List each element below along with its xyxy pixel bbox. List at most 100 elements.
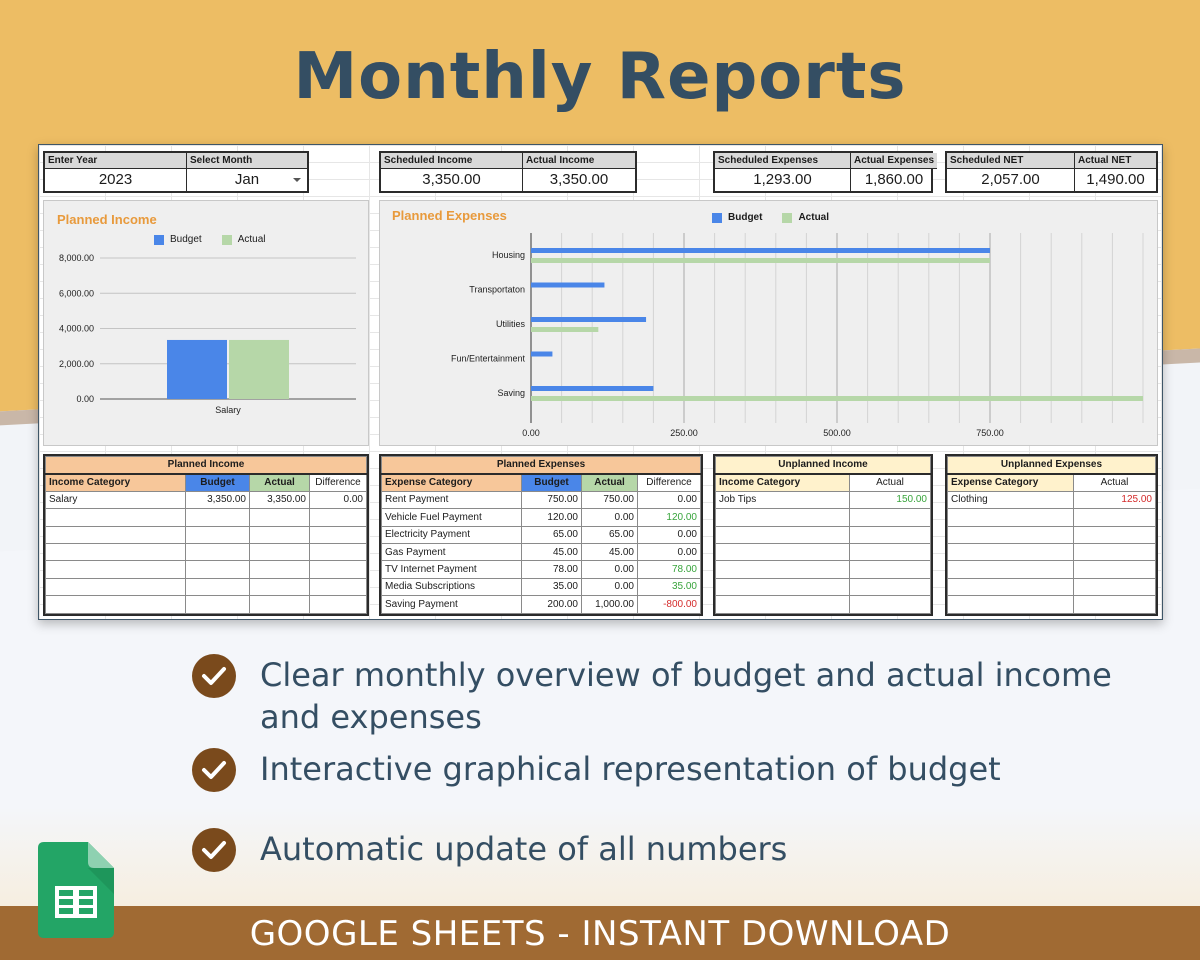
table-cell[interactable]: Job Tips: [715, 490, 850, 510]
table-cell[interactable]: 200.00: [521, 595, 582, 614]
empty-cell[interactable]: [715, 577, 850, 597]
empty-cell[interactable]: [309, 577, 367, 597]
table-cell[interactable]: 750.00: [521, 490, 582, 510]
table-cell[interactable]: 150.00: [849, 490, 931, 510]
x-tick-label: 250.00: [670, 428, 698, 438]
empty-cell[interactable]: [309, 525, 367, 544]
table-cell[interactable]: 0.00: [581, 560, 638, 579]
empty-cell[interactable]: [1073, 560, 1156, 579]
unplanned-expenses-table: Unplanned Expenses Expense Category Actua…: [945, 454, 1158, 616]
empty-cell[interactable]: [1073, 525, 1156, 544]
empty-cell[interactable]: [45, 577, 186, 597]
table-cell[interactable]: Vehicle Fuel Payment: [381, 508, 522, 527]
empty-cell[interactable]: [45, 560, 186, 579]
empty-cell[interactable]: [249, 542, 310, 562]
table-cell[interactable]: 1,000.00: [581, 595, 638, 614]
table-cell[interactable]: 45.00: [581, 542, 638, 562]
empty-cell[interactable]: [45, 595, 186, 614]
table-cell[interactable]: 3,350.00: [185, 490, 250, 510]
table-cell[interactable]: Electricity Payment: [381, 525, 522, 544]
scheduled-expenses-label: Scheduled Expenses: [715, 153, 850, 169]
empty-cell[interactable]: [849, 577, 931, 597]
empty-cell[interactable]: [1073, 595, 1156, 614]
empty-cell[interactable]: [947, 560, 1074, 579]
table-cell[interactable]: 120.00: [637, 508, 701, 527]
empty-cell[interactable]: [947, 542, 1074, 562]
table-cell[interactable]: 45.00: [521, 542, 582, 562]
table-cell[interactable]: -800.00: [637, 595, 701, 614]
empty-cell[interactable]: [849, 560, 931, 579]
empty-cell[interactable]: [185, 560, 250, 579]
empty-cell[interactable]: [947, 525, 1074, 544]
table-cell[interactable]: Media Subscriptions: [381, 577, 522, 597]
table-cell[interactable]: TV Internet Payment: [381, 560, 522, 579]
table-cell[interactable]: 0.00: [637, 490, 701, 510]
empty-cell[interactable]: [947, 508, 1074, 527]
empty-cell[interactable]: [309, 560, 367, 579]
table-cell[interactable]: 125.00: [1073, 490, 1156, 510]
spreadsheet-screenshot: Enter Year 2023 Select Month Jan Schedul…: [38, 144, 1163, 620]
empty-cell[interactable]: [45, 542, 186, 562]
table-cell[interactable]: 65.00: [581, 525, 638, 544]
empty-cell[interactable]: [185, 595, 250, 614]
empty-cell[interactable]: [249, 525, 310, 544]
empty-cell[interactable]: [185, 508, 250, 527]
empty-cell[interactable]: [45, 525, 186, 544]
empty-cell[interactable]: [947, 577, 1074, 597]
empty-cell[interactable]: [849, 508, 931, 527]
table-cell[interactable]: Salary: [45, 490, 186, 510]
empty-cell[interactable]: [715, 560, 850, 579]
table-cell[interactable]: 750.00: [581, 490, 638, 510]
select-month-dropdown[interactable]: Jan: [187, 169, 307, 191]
empty-cell[interactable]: [1073, 577, 1156, 597]
table-row: Electricity Payment 65.00 65.00 0.00: [381, 525, 701, 544]
table-cell[interactable]: 65.00: [521, 525, 582, 544]
empty-cell[interactable]: [185, 525, 250, 544]
table-cell[interactable]: Rent Payment: [381, 490, 522, 510]
empty-cell[interactable]: [45, 508, 186, 527]
table-cell[interactable]: 0.00: [581, 508, 638, 527]
empty-cell[interactable]: [185, 577, 250, 597]
empty-cell[interactable]: [849, 525, 931, 544]
empty-cell[interactable]: [249, 595, 310, 614]
bar-actual: [229, 339, 289, 399]
column-header: Actual: [1073, 473, 1156, 492]
empty-cell[interactable]: [1073, 508, 1156, 527]
empty-cell[interactable]: [947, 595, 1074, 614]
empty-cell[interactable]: [849, 595, 931, 614]
table-cell[interactable]: 0.00: [581, 577, 638, 597]
empty-cell[interactable]: [309, 508, 367, 527]
empty-cell[interactable]: [249, 577, 310, 597]
table-row: Clothing 125.00: [947, 490, 1156, 510]
empty-cell[interactable]: [715, 542, 850, 562]
table-cell[interactable]: 0.00: [309, 490, 367, 510]
table-cell[interactable]: 120.00: [521, 508, 582, 527]
empty-cell[interactable]: [715, 508, 850, 527]
legend-budget-swatch: [154, 234, 164, 245]
empty-cell[interactable]: [309, 542, 367, 562]
table-cell[interactable]: 78.00: [521, 560, 582, 579]
table-cell[interactable]: 0.00: [637, 525, 701, 544]
empty-cell[interactable]: [249, 508, 310, 527]
table-cell[interactable]: 78.00: [637, 560, 701, 579]
table-cell[interactable]: 35.00: [637, 577, 701, 597]
x-tick-label: 750.00: [976, 428, 1004, 438]
empty-cell[interactable]: [309, 595, 367, 614]
table-cell[interactable]: Gas Payment: [381, 542, 522, 562]
table-cell[interactable]: Saving Payment: [381, 595, 522, 614]
table-cell[interactable]: Clothing: [947, 490, 1074, 510]
empty-cell[interactable]: [715, 525, 850, 544]
table-cell[interactable]: 3,350.00: [249, 490, 310, 510]
empty-cell[interactable]: [185, 542, 250, 562]
table-row: Media Subscriptions 35.00 0.00 35.00: [381, 577, 701, 597]
enter-year-input[interactable]: 2023: [98, 171, 133, 188]
chevron-down-icon[interactable]: [293, 178, 301, 182]
table-cell[interactable]: 35.00: [521, 577, 582, 597]
empty-cell[interactable]: [1073, 542, 1156, 562]
empty-cell[interactable]: [249, 560, 310, 579]
empty-cell[interactable]: [849, 542, 931, 562]
check-circle-icon: [192, 654, 236, 698]
planned-income-table: Planned Income Income Category Budget Actu…: [43, 454, 369, 616]
table-cell[interactable]: 0.00: [637, 542, 701, 562]
empty-cell[interactable]: [715, 595, 850, 614]
